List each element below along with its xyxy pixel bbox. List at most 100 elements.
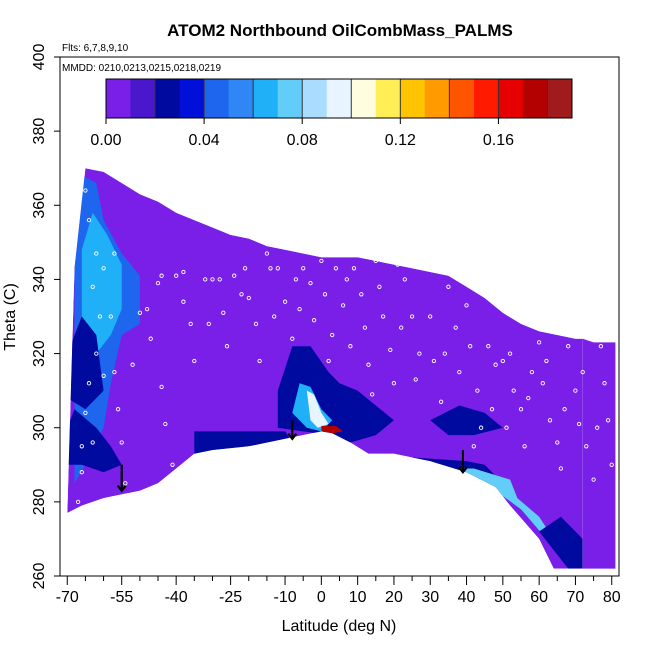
colorbar-swatch — [522, 79, 548, 118]
plot-area — [67, 168, 616, 569]
data-point — [507, 351, 513, 356]
x-tick-label: -25 — [219, 589, 242, 606]
colorbar-tick-label: 0.04 — [189, 132, 220, 149]
data-point — [163, 421, 168, 427]
data-point — [529, 369, 535, 375]
data-point — [348, 344, 353, 349]
data-point — [297, 306, 302, 312]
data-point — [221, 310, 226, 315]
data-point — [409, 314, 415, 319]
data-point — [475, 388, 480, 393]
colorbar-frame — [105, 78, 573, 119]
data-point — [322, 292, 328, 297]
data-point — [399, 325, 404, 330]
data-point — [395, 262, 400, 267]
data-point — [90, 440, 95, 445]
data-point — [94, 251, 99, 256]
data-point — [130, 362, 135, 367]
data-point — [144, 306, 150, 312]
data-point — [373, 258, 378, 264]
data-point — [526, 395, 531, 401]
data-point — [370, 392, 375, 397]
y-axis: 260 280 300 320 340 360 380 400 — [31, 44, 60, 589]
data-point — [391, 381, 397, 386]
data-point — [293, 277, 299, 282]
data-point — [159, 273, 164, 278]
data-point — [246, 295, 251, 301]
x-tick-label: -40 — [165, 589, 188, 606]
data-point — [112, 251, 117, 256]
data-point — [566, 344, 571, 349]
data-point — [602, 381, 607, 386]
data-point — [598, 344, 604, 349]
concentration-region — [539, 516, 583, 569]
colorbar-swatch — [400, 79, 426, 118]
data-point — [428, 314, 433, 319]
x-tick-label: 80 — [603, 589, 621, 606]
data-point — [326, 358, 331, 364]
data-point — [351, 266, 357, 271]
colorbar-swatch — [204, 79, 230, 118]
data-point — [380, 314, 386, 319]
x-tick-label: -10 — [273, 589, 296, 606]
flight-arrow — [116, 464, 127, 493]
x-tick-label: 60 — [530, 589, 548, 606]
colorbar-tick-label: 0.16 — [483, 132, 514, 149]
data-point — [83, 410, 88, 416]
data-point — [242, 266, 248, 271]
colorbar-swatch — [498, 79, 524, 118]
data-point — [137, 310, 143, 315]
data-point — [79, 470, 84, 475]
data-point — [268, 266, 273, 271]
data-point — [362, 325, 368, 330]
concentration-region — [67, 316, 104, 410]
data-point — [457, 369, 462, 375]
colorbar-tick-label: 0.00 — [90, 132, 121, 149]
data-point — [471, 444, 476, 449]
x-tick-label: 70 — [567, 589, 585, 606]
data-point — [217, 277, 222, 282]
data-point — [558, 466, 564, 471]
concentration-region — [321, 425, 344, 434]
colorbar-swatch — [253, 79, 279, 118]
data-point — [413, 377, 418, 382]
data-point — [468, 344, 473, 349]
colorbar-tick-label: 0.08 — [287, 132, 318, 149]
data-point — [518, 407, 524, 412]
data-point — [86, 217, 92, 223]
data-point — [148, 336, 153, 341]
data-point — [605, 418, 611, 423]
colorbar-swatch — [228, 79, 254, 118]
data-point — [159, 384, 164, 390]
x-tick-label: -70 — [56, 589, 79, 606]
colorbar-swatch — [302, 79, 328, 118]
colorbar-swatch — [547, 79, 573, 118]
data-point — [101, 266, 106, 271]
data-point — [301, 266, 306, 271]
data-point — [562, 407, 567, 412]
data-point — [282, 299, 288, 304]
data-point — [591, 477, 596, 482]
data-point — [210, 277, 215, 282]
data-point — [290, 336, 295, 341]
data-point — [112, 369, 117, 375]
data-point — [540, 381, 545, 386]
data-point — [83, 188, 88, 193]
data-point — [576, 421, 582, 427]
data-point — [79, 444, 84, 449]
x-tick-label: 10 — [349, 589, 367, 606]
data-point — [544, 358, 549, 364]
data-point — [446, 284, 451, 289]
data-point — [442, 351, 447, 356]
data-point — [573, 388, 578, 393]
flight-arrow-head — [116, 485, 127, 493]
colorbar: 0.00 0.04 0.08 0.12 0.16 — [90, 78, 573, 149]
y-tick-label: 300 — [31, 414, 48, 441]
data-point — [206, 321, 211, 327]
data-point — [115, 407, 121, 412]
data-point — [174, 273, 179, 278]
dates-note: MMDD: 0210,0213,0215,0218,0219 — [62, 63, 221, 74]
data-point — [377, 284, 382, 289]
data-point — [239, 292, 244, 297]
concentration-region — [459, 468, 561, 558]
